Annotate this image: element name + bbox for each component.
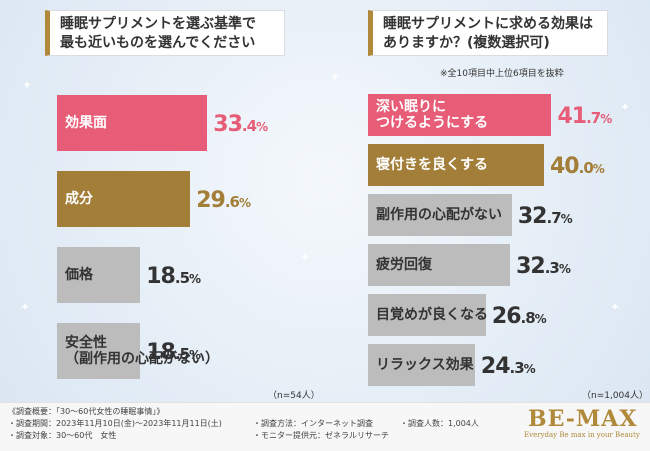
footer-line: ・モニター提供元：ゼネラルリサーチ xyxy=(253,431,389,440)
bar-value-label: 26.8% xyxy=(491,304,547,331)
right-n-note: （n=1,004人） xyxy=(582,391,649,401)
bar-value-label: 32.7% xyxy=(517,204,573,231)
value-unit: % xyxy=(600,112,612,126)
bar xyxy=(368,294,486,336)
bar-value-label: 24.3% xyxy=(480,354,536,381)
bar xyxy=(57,323,141,379)
right-title-line-1: 睡眠サプリメントに求める効果は xyxy=(383,16,593,32)
bar xyxy=(368,344,475,386)
bar-label: リラックス効果 xyxy=(376,357,474,373)
sparkle-icon: ✦ xyxy=(610,300,621,314)
value-integer: 32 xyxy=(516,254,546,279)
value-integer: 40 xyxy=(550,154,580,179)
bar-label: 目覚めが良くなる xyxy=(376,307,488,323)
bar-value-label: 18.5% xyxy=(146,340,201,367)
value-unit: % xyxy=(189,348,201,362)
bar-value-label: 41.7% xyxy=(557,104,612,131)
sparkle-icon: ✦ xyxy=(20,300,31,314)
bar xyxy=(57,171,191,227)
right-chart-title: 睡眠サプリメントに求める効果は ありますか？(複数選択可) xyxy=(368,10,608,56)
footer-line: ・調査期間：2023年11月10日(金)～2023年11月11日(土) xyxy=(8,419,222,428)
bar-label: 効果面 xyxy=(65,115,107,131)
value-decimal: .4 xyxy=(241,117,257,135)
value-integer: 33 xyxy=(213,112,243,137)
bar-label: 疲労回復 xyxy=(376,257,432,273)
left-chart-title: 睡眠サプリメントを選ぶ基準で 最も近いものを選んでください xyxy=(45,10,285,56)
left-title-line-2: 最も近いものを選んでください xyxy=(60,35,256,51)
bar xyxy=(368,94,552,136)
value-decimal: .8 xyxy=(520,309,536,327)
left-n-note: （n=54人） xyxy=(268,391,320,401)
bar xyxy=(368,194,512,236)
brand-tagline: Everyday Be max in your Beauty xyxy=(524,431,640,439)
brand-logo: BE-MAX xyxy=(528,406,638,432)
bar xyxy=(368,144,544,186)
bar-label: 副作用の心配がない xyxy=(376,207,502,223)
bar-value-label: 32.3% xyxy=(516,254,571,281)
bar-label: 深い眠りに つけるようにする xyxy=(376,99,489,131)
sparkle-icon: ✦ xyxy=(22,78,33,92)
footer-line: 《調査概要：「30～60代女性の睡眠事情」》 xyxy=(8,407,165,416)
bar-label: 成分 xyxy=(65,191,93,207)
value-unit: % xyxy=(592,162,605,176)
value-integer: 29 xyxy=(196,188,226,213)
sparkle-icon: ✦ xyxy=(300,250,311,264)
value-unit: % xyxy=(523,362,536,376)
bar-label: 安全性 （副作用の心配がない） xyxy=(65,335,219,367)
value-decimal: .5 xyxy=(174,269,190,287)
left-title-line-1: 睡眠サプリメントを選ぶ基準で xyxy=(60,16,256,32)
value-integer: 41 xyxy=(557,104,587,129)
value-decimal: .3 xyxy=(509,359,525,377)
value-decimal: .7 xyxy=(546,209,562,227)
sparkle-icon: ✦ xyxy=(255,120,266,134)
value-decimal: .7 xyxy=(586,109,601,127)
value-decimal: .3 xyxy=(544,259,560,277)
survey-footer xyxy=(0,402,650,451)
value-decimal: .6 xyxy=(224,193,240,211)
value-unit: % xyxy=(238,196,251,210)
value-integer: 32 xyxy=(517,204,548,229)
bar xyxy=(57,247,141,303)
value-integer: 18 xyxy=(146,264,176,289)
bar xyxy=(57,95,208,151)
value-decimal: .5 xyxy=(174,345,190,363)
bar-label: 寝付きを良くする xyxy=(376,157,488,173)
bar-label: 価格 xyxy=(65,267,93,283)
bar-value-label: 33.4% xyxy=(213,112,268,139)
bar xyxy=(368,244,511,286)
value-decimal: .0 xyxy=(578,159,594,177)
value-unit: % xyxy=(558,262,571,276)
right-title-line-2: ありますか？(複数選択可) xyxy=(383,35,550,51)
value-unit: % xyxy=(560,212,573,226)
footer-line: ・調査方法：インターネット調査 xyxy=(253,419,373,428)
footer-line: ・調査対象：30～60代 女性 xyxy=(8,431,117,440)
right-subnote: ※全10項目中上位6項目を抜粋 xyxy=(440,69,564,79)
value-integer: 18 xyxy=(146,340,176,365)
footer-line: ・調査人数：1,004人 xyxy=(400,419,479,428)
sparkle-icon: ✦ xyxy=(620,100,631,114)
value-unit: % xyxy=(256,120,268,134)
bar-value-label: 29.6% xyxy=(196,188,251,215)
bar-value-label: 18.5% xyxy=(146,264,201,291)
value-unit: % xyxy=(189,272,201,286)
bar-value-label: 40.0% xyxy=(550,154,605,181)
sparkle-icon: ✦ xyxy=(330,70,341,84)
value-integer: 24 xyxy=(480,354,511,379)
value-unit: % xyxy=(534,312,547,326)
value-integer: 26 xyxy=(491,304,522,329)
